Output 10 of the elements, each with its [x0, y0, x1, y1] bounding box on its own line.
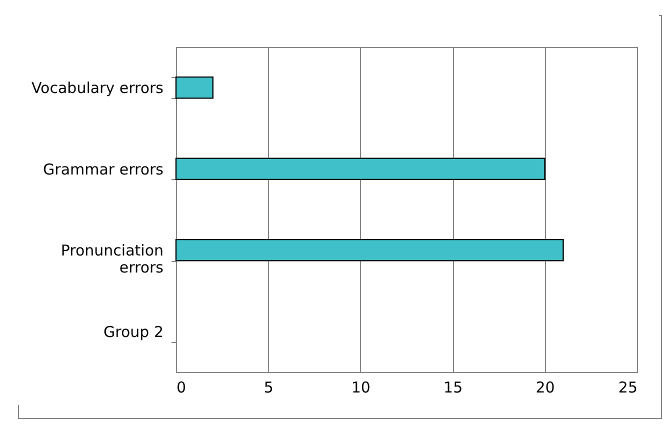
x-tick-label: 0 — [176, 378, 186, 396]
x-tick-label: 10 — [351, 378, 370, 396]
x-tick-label: 20 — [536, 378, 555, 396]
x-tick-label: 15 — [444, 378, 463, 396]
y-tick-label: Vocabulary errors — [31, 79, 164, 98]
x-tick-label: 25 — [618, 378, 638, 396]
y-tick-label: Pronunciation errors — [60, 242, 164, 277]
y-tick-label: Grammar errors — [43, 160, 164, 178]
y-tick-label: Group 2 — [104, 322, 164, 341]
x-tick-label: 5 — [264, 378, 274, 396]
